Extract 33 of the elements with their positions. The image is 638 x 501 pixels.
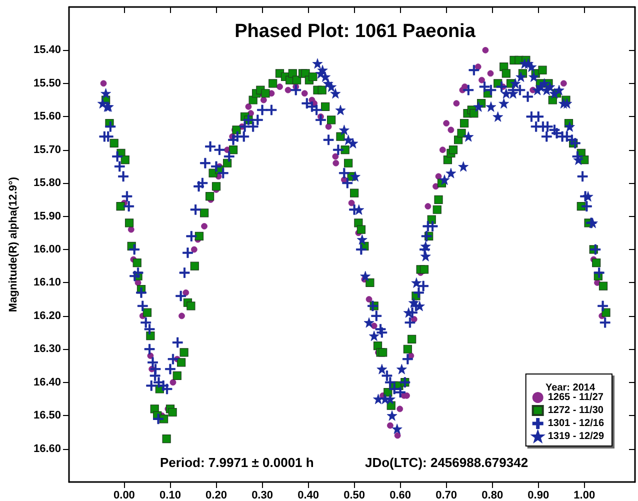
legend-label: 1272 - 11/30 xyxy=(548,405,604,416)
x-tick-label: 0.00 xyxy=(114,490,135,501)
y-tick-label: 15.80 xyxy=(33,177,61,190)
x-tick-label: 0.20 xyxy=(206,490,227,501)
y-tick-label: 15.50 xyxy=(33,77,61,90)
legend-label: 1319 - 12/29 xyxy=(548,431,604,442)
y-tick-label: 15.60 xyxy=(33,110,61,123)
legend-title: Year: 2014 xyxy=(546,382,596,394)
legend-label: 1265 - 11/27 xyxy=(548,392,604,403)
y-tick-label: 16.30 xyxy=(33,343,61,356)
annotation: JDo(LTC): 2456988.679342 xyxy=(365,455,528,470)
x-tick-label: 1.00 xyxy=(574,490,596,501)
y-tick-label: 16.50 xyxy=(33,410,61,422)
y-tick-label: 16.40 xyxy=(33,376,61,388)
legend-label: 1301 - 12/16 xyxy=(548,418,604,429)
x-tick-label: 0.90 xyxy=(528,490,550,501)
y-tick-label: 15.90 xyxy=(33,210,61,222)
y-tick-label: 16.60 xyxy=(33,442,61,455)
annotation: Period: 7.9971 ± 0.0001 h xyxy=(160,455,314,470)
x-tick-label: 0.10 xyxy=(160,490,181,501)
y-tick-label: 15.40 xyxy=(33,44,61,56)
x-tick-label: 0.60 xyxy=(390,490,412,501)
y-tick-label: 16.20 xyxy=(33,310,61,322)
x-tick-label: 0.40 xyxy=(298,490,319,501)
x-tick-label: 0.30 xyxy=(252,490,273,501)
text: Phased Plot: 1061 Paeonia xyxy=(234,21,476,42)
y-axis-title: Magnitude(R) alpha(12.9°) xyxy=(8,176,20,312)
y-tick-label: 16.10 xyxy=(33,276,61,289)
y-tick-label: 16.00 xyxy=(33,243,61,256)
x-tick-label: 0.50 xyxy=(344,490,366,501)
x-tick-label: 0.80 xyxy=(482,490,504,501)
x-tick-label: 0.70 xyxy=(436,490,458,501)
y-tick-label: 15.70 xyxy=(33,144,61,156)
